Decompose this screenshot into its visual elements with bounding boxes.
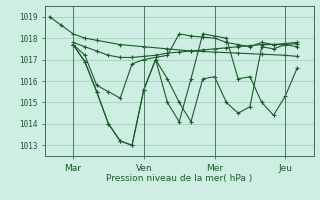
X-axis label: Pression niveau de la mer( hPa ): Pression niveau de la mer( hPa ): [106, 174, 252, 183]
